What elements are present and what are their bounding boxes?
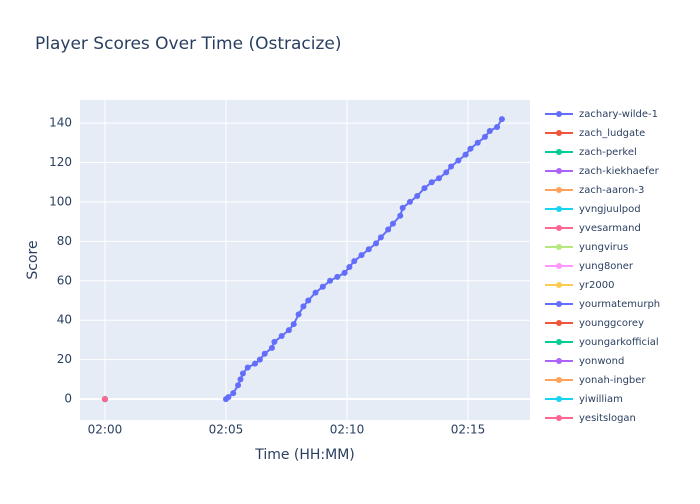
legend-label: zach_ludgate (579, 128, 645, 139)
data-point (327, 277, 334, 284)
x-tick-label: 02:00 (88, 423, 123, 437)
legend-marker (556, 396, 562, 402)
legend-label: yvesarmand (579, 223, 641, 234)
data-point (351, 258, 358, 265)
data-point (256, 356, 263, 363)
data-point (334, 273, 341, 280)
data-point (498, 116, 505, 123)
data-point (455, 157, 462, 164)
data-point (486, 127, 493, 134)
data-point (239, 370, 246, 377)
legend-label: yonah-ingber (579, 375, 646, 386)
data-point (230, 390, 237, 397)
data-point (285, 327, 292, 334)
data-point (346, 263, 353, 270)
legend-marker (556, 244, 562, 250)
legend-marker (556, 111, 562, 117)
data-point (435, 175, 442, 182)
data-point (319, 283, 326, 290)
legend-marker (556, 130, 562, 136)
data-point (443, 169, 450, 176)
legend-label: yung8oner (579, 261, 634, 272)
data-point (462, 151, 469, 158)
y-tick-label: 100 (49, 194, 72, 208)
data-point (385, 226, 392, 233)
data-point (261, 350, 268, 357)
data-point (237, 376, 244, 383)
legend-marker (556, 168, 562, 174)
data-point (481, 133, 488, 140)
y-tick-label: 140 (49, 116, 72, 130)
data-point (278, 333, 285, 340)
data-point (389, 220, 396, 227)
x-axis-title: Time (HH:MM) (254, 447, 355, 463)
legend-marker (556, 339, 562, 345)
legend-label: yvngjuulpod (579, 204, 641, 215)
data-point (406, 198, 413, 205)
y-tick-label: 80 (57, 234, 72, 248)
legend-marker (556, 206, 562, 212)
data-point (467, 145, 474, 152)
legend-label: yr2000 (579, 280, 614, 291)
legend-label: zach-perkel (579, 147, 637, 158)
data-point (252, 360, 259, 367)
data-point (225, 394, 232, 401)
legend-label: yonwond (579, 356, 624, 367)
chart-title: Player Scores Over Time (Ostracize) (35, 34, 342, 54)
y-tick-label: 40 (57, 313, 72, 327)
y-tick-label: 20 (57, 352, 72, 366)
data-point (101, 396, 108, 403)
legend-marker (556, 415, 562, 421)
x-tick-label: 02:05 (209, 423, 244, 437)
y-tick-label: 0 (64, 392, 72, 406)
data-point (271, 338, 278, 345)
data-point (244, 364, 251, 371)
data-point (421, 185, 428, 192)
y-tick-label: 60 (57, 273, 72, 287)
legend-marker (556, 301, 562, 307)
data-point (428, 179, 435, 186)
data-point (341, 269, 348, 276)
data-point (399, 204, 406, 211)
data-point (397, 212, 404, 219)
data-point (312, 289, 319, 296)
data-point (358, 252, 365, 259)
data-point (377, 234, 384, 241)
legend-marker (556, 187, 562, 193)
data-point (235, 382, 242, 389)
legend-marker (556, 282, 562, 288)
y-tick-label: 120 (49, 155, 72, 169)
data-point (365, 246, 372, 253)
legend-label: yungvirus (579, 242, 628, 253)
x-tick-label: 02:10 (330, 423, 365, 437)
data-point (414, 193, 421, 200)
legend-marker (556, 320, 562, 326)
legend-label: zach-kiekhaefer (579, 166, 660, 177)
data-point (290, 321, 297, 328)
data-point (448, 163, 455, 170)
legend-label: yiwilliam (579, 394, 623, 405)
legend-label: zach-aaron-3 (579, 185, 644, 196)
plot-area (80, 100, 530, 420)
legend-marker (556, 263, 562, 269)
data-point (305, 297, 312, 304)
legend-label: youngarkofficial (579, 337, 659, 348)
legend-label: younggcorey (579, 318, 644, 329)
data-point (268, 344, 275, 351)
x-tick-label: 02:15 (451, 423, 486, 437)
y-axis-title: Score (25, 240, 41, 279)
legend-marker (556, 149, 562, 155)
data-point (494, 124, 501, 131)
legend-label: yourmatemurph (579, 299, 660, 310)
legend-marker (556, 377, 562, 383)
data-point (300, 303, 307, 310)
data-point (373, 240, 380, 247)
legend-label: yesitslogan (579, 413, 636, 424)
data-point (295, 311, 302, 318)
data-point (474, 139, 481, 146)
legend-marker (556, 358, 562, 364)
legend-label: zachary-wilde-1 (579, 109, 658, 120)
legend-marker (556, 225, 562, 231)
